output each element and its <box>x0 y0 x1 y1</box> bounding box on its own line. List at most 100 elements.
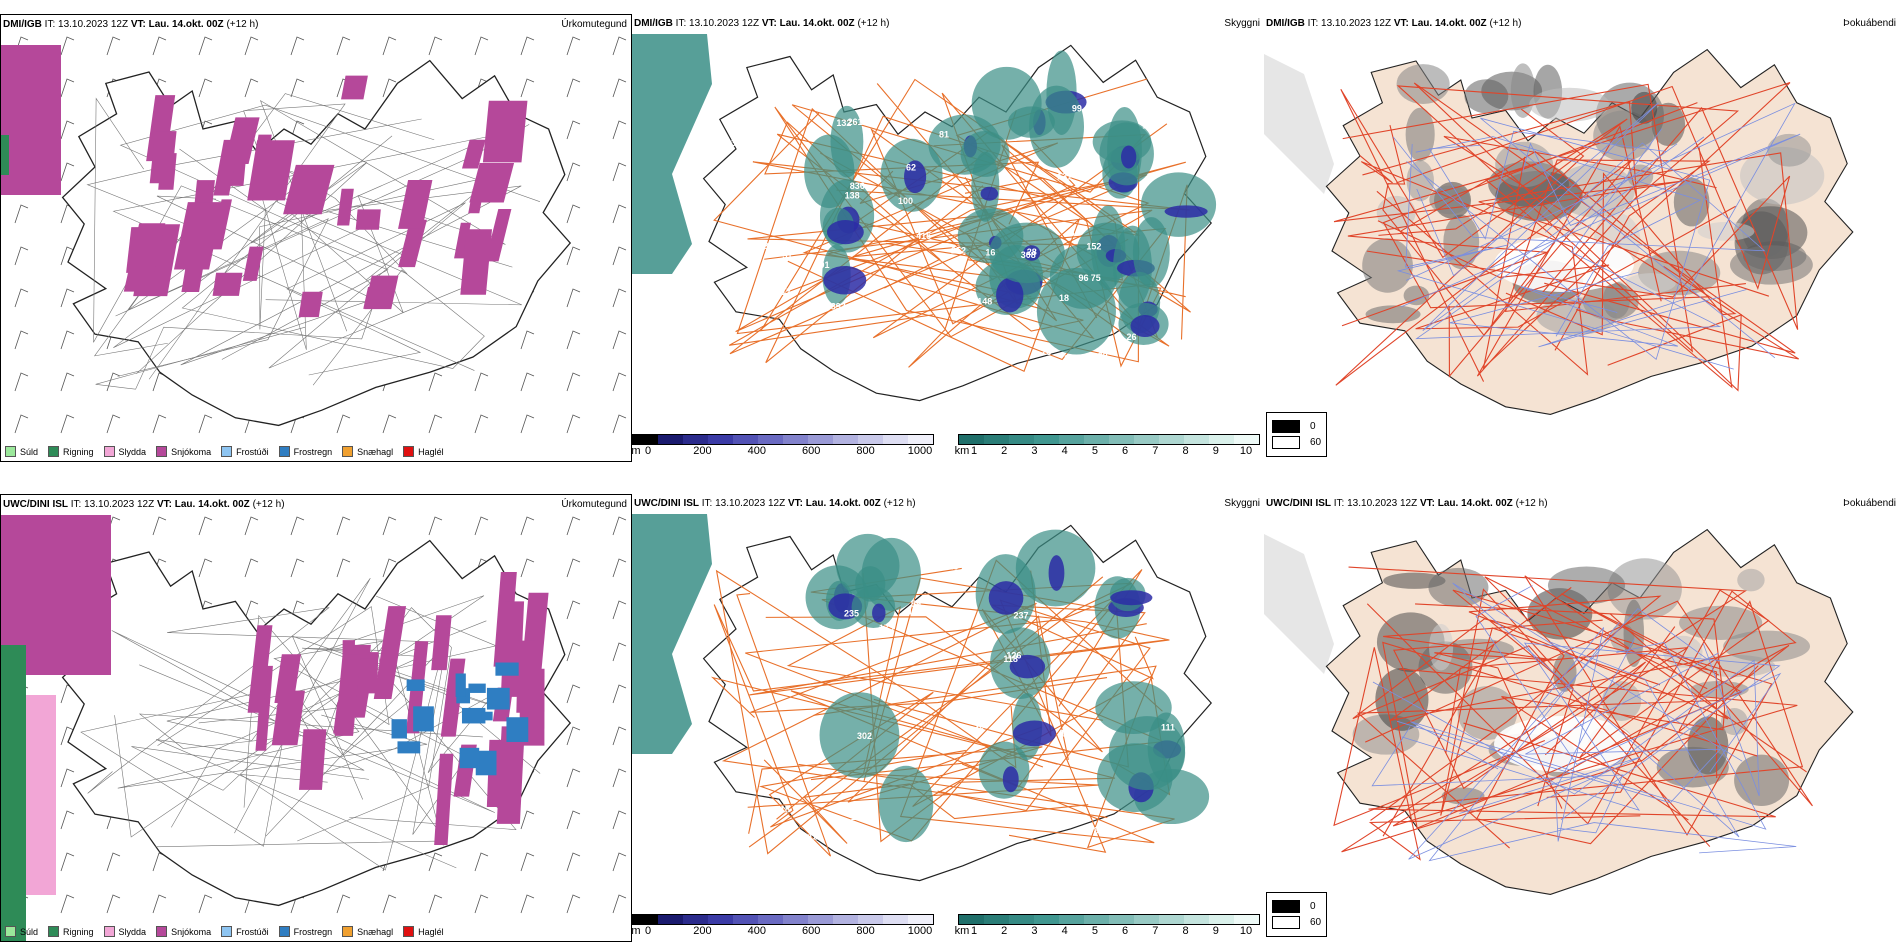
scale-segment <box>633 915 658 924</box>
visibility-scale: km 1 2 3 4 5 6 7 8 9 10 <box>955 914 1260 938</box>
cloud-base-label: 145 <box>969 724 984 734</box>
scale-segment <box>1109 435 1134 444</box>
wind-barb <box>60 78 75 98</box>
cloud-panel-top: DMI/IGB IT: 13.10.2023 12Z VT: Lau. 14.o… <box>632 14 1264 462</box>
visibility-cell <box>819 692 900 779</box>
scale-segment <box>984 435 1009 444</box>
wind-barb <box>60 246 75 266</box>
it-label: IT: <box>1333 498 1345 509</box>
wind-barb <box>336 414 351 434</box>
visibility-cell <box>1132 217 1170 288</box>
wind-barb <box>382 78 397 98</box>
visibility-cell <box>878 765 934 843</box>
fog-cell <box>1464 79 1509 114</box>
fog-cell <box>1405 107 1435 162</box>
wind-barb <box>14 372 29 392</box>
road-line <box>745 596 1129 768</box>
cloud-base-label: 20 <box>1098 351 1108 361</box>
snow-cell <box>398 219 427 268</box>
wind-barb <box>198 516 213 536</box>
cloud-base-label: 118 <box>775 805 790 815</box>
legend-swatch <box>103 446 115 457</box>
coastline <box>702 44 1213 402</box>
scale-ticks: km 1 2 3 4 5 6 7 8 9 10 <box>955 445 1260 458</box>
wind-barb <box>290 516 305 536</box>
precip-legend: Súld Rigning Slydda Snjókoma Frostúði Frostre… <box>5 446 444 457</box>
legend-swatch <box>403 926 415 937</box>
snow-cell <box>211 199 232 250</box>
scale-segment <box>908 915 933 924</box>
wind-barb <box>566 852 581 872</box>
legend-item: Slydda <box>103 926 146 937</box>
scale-segment <box>1109 915 1134 924</box>
cloud-base-label: 302 <box>857 731 872 741</box>
cloud-base-label: 131 <box>1057 171 1072 181</box>
road-line <box>763 759 1089 844</box>
cloud-base-cell <box>996 277 1024 313</box>
road-line <box>95 294 378 390</box>
legend-swatch <box>278 446 290 457</box>
river-line <box>1452 582 1743 838</box>
road-line <box>765 115 1168 364</box>
wind-barb <box>60 894 75 914</box>
fog-cell <box>1428 567 1489 607</box>
scale-segment <box>1159 915 1184 924</box>
cloud-base-label: 836 <box>850 181 865 191</box>
scale-segment <box>883 435 908 444</box>
river-line <box>1371 726 1624 834</box>
wind-barb <box>244 558 259 578</box>
wind-barb <box>520 78 535 98</box>
cloud-base-label: 415 <box>916 231 931 241</box>
wind-barb <box>566 330 581 350</box>
wind-barb <box>428 516 443 536</box>
wind-barb <box>198 78 213 98</box>
it-value: 13.10.2023 12Z <box>58 19 129 30</box>
scale-segment <box>1084 915 1109 924</box>
wind-barb <box>566 414 581 434</box>
road-line <box>1415 603 1726 821</box>
visibility-cell <box>1140 172 1217 237</box>
river-line <box>1396 143 1734 370</box>
fog-legend-swatch <box>1272 900 1300 913</box>
wind-barb <box>382 36 397 56</box>
snow-cell <box>434 753 454 845</box>
fog-legend-label: 60 <box>1310 437 1322 448</box>
legend-item: Haglél <box>403 446 444 457</box>
cloud-base-label: 75 <box>1091 273 1101 283</box>
wind-barb <box>244 600 259 620</box>
cloud-base-label: 126 <box>1006 651 1021 661</box>
scale-segment <box>808 915 833 924</box>
wind-barb <box>612 36 627 56</box>
scale-segment <box>1009 435 1034 444</box>
fog-cell <box>1406 160 1434 202</box>
legend-label: Súld <box>20 446 39 457</box>
fog-cell <box>1723 630 1811 662</box>
vt-label: VT: Lau. 14.okt. 00Z <box>1393 18 1487 29</box>
glacier-area <box>1494 236 1634 292</box>
wind-barb <box>152 894 167 914</box>
scale-tick-label: 800 <box>856 925 875 937</box>
fog-legend-swatch <box>1272 436 1300 449</box>
cloud-base-scale: m 0 200 400 600 800 1000 <box>632 914 934 938</box>
wind-barb <box>106 372 121 392</box>
wind-barb <box>152 516 167 536</box>
panel-title: Þokuábendi <box>1843 498 1896 509</box>
wind-barb <box>566 558 581 578</box>
wind-barb <box>14 204 29 224</box>
wind-barb <box>198 894 213 914</box>
scale-segment <box>708 435 733 444</box>
legend-swatch <box>342 926 354 937</box>
wind-barb <box>60 36 75 56</box>
cloud-base-cell <box>1009 654 1046 679</box>
wind-barb <box>520 894 535 914</box>
legend-label: Rigning <box>63 446 94 457</box>
wind-barb <box>428 894 443 914</box>
legend-swatch <box>156 446 168 457</box>
scale-segment <box>683 435 708 444</box>
wind-barb <box>612 330 627 350</box>
wind-barb <box>474 36 489 56</box>
road-line <box>1413 82 1796 392</box>
wind-barb <box>106 414 121 434</box>
cloud-panel-bottom: UWC/DINI ISL IT: 13.10.2023 12Z VT: Lau.… <box>632 494 1264 942</box>
snow-cell <box>462 139 486 169</box>
